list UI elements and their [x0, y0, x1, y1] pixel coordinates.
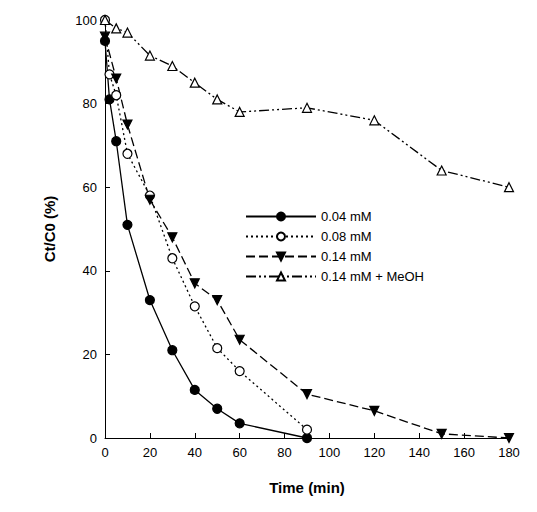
svg-text:60: 60 — [83, 180, 97, 195]
svg-text:20: 20 — [83, 347, 97, 362]
svg-text:0: 0 — [101, 445, 108, 460]
svg-text:40: 40 — [188, 445, 202, 460]
svg-text:100: 100 — [75, 13, 97, 28]
svg-text:0.14 mM: 0.14 mM — [321, 249, 372, 264]
svg-text:40: 40 — [83, 263, 97, 278]
svg-text:80: 80 — [83, 96, 97, 111]
svg-text:80: 80 — [277, 445, 291, 460]
svg-text:20: 20 — [143, 445, 157, 460]
svg-text:120: 120 — [363, 445, 385, 460]
svg-text:0.14 mM + MeOH: 0.14 mM + MeOH — [321, 269, 424, 284]
svg-text:0: 0 — [90, 431, 97, 446]
svg-text:60: 60 — [232, 445, 246, 460]
svg-text:180: 180 — [498, 445, 520, 460]
svg-text:Ct/C0 (%): Ct/C0 (%) — [41, 196, 58, 263]
svg-text:160: 160 — [453, 445, 475, 460]
svg-text:0.04 mM: 0.04 mM — [321, 209, 372, 224]
svg-text:0.08 mM: 0.08 mM — [321, 229, 372, 244]
svg-text:Time (min): Time (min) — [269, 479, 345, 496]
svg-text:140: 140 — [408, 445, 430, 460]
svg-text:100: 100 — [319, 445, 341, 460]
